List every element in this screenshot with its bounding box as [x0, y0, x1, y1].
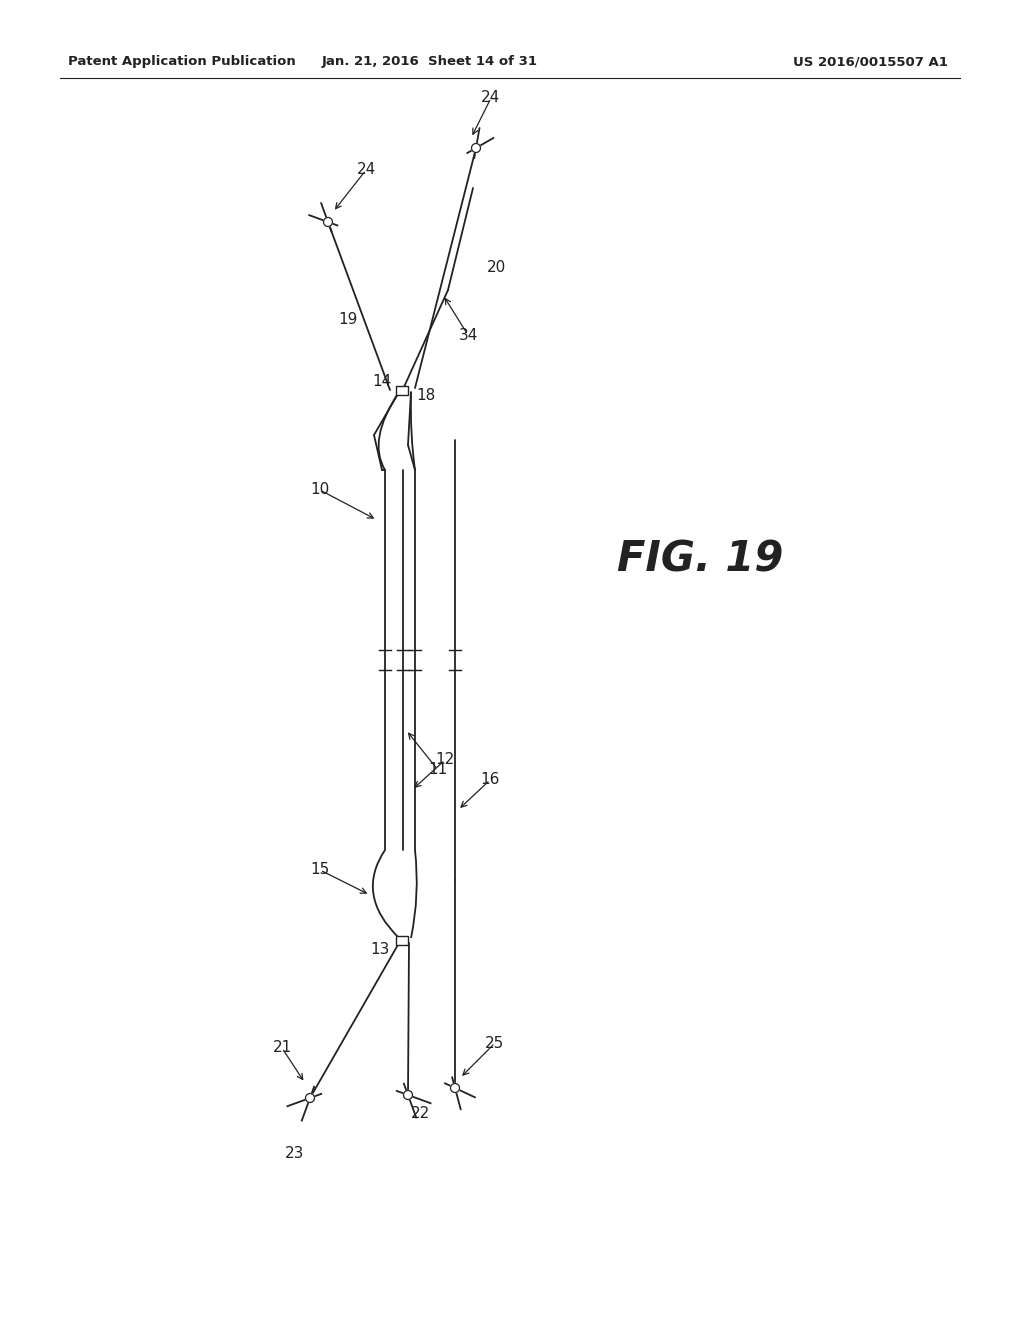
Text: 11: 11 [428, 763, 447, 777]
Text: Jan. 21, 2016  Sheet 14 of 31: Jan. 21, 2016 Sheet 14 of 31 [322, 55, 538, 69]
Bar [396, 385, 408, 395]
Text: 15: 15 [310, 862, 330, 878]
Text: 20: 20 [486, 260, 506, 276]
Text: 13: 13 [371, 942, 390, 957]
Text: 16: 16 [480, 772, 500, 788]
Circle shape [451, 1084, 460, 1093]
Text: FIG. 19: FIG. 19 [616, 539, 783, 581]
Text: 10: 10 [310, 483, 330, 498]
Text: 25: 25 [485, 1035, 505, 1051]
Text: 18: 18 [417, 388, 435, 403]
Text: 24: 24 [356, 162, 376, 177]
Circle shape [471, 144, 480, 153]
Text: US 2016/0015507 A1: US 2016/0015507 A1 [793, 55, 947, 69]
Text: 34: 34 [459, 327, 477, 342]
Text: 22: 22 [411, 1106, 430, 1121]
Text: 14: 14 [373, 375, 391, 389]
Circle shape [403, 1090, 413, 1100]
Text: 12: 12 [435, 752, 455, 767]
Bar [396, 936, 408, 945]
Text: 24: 24 [481, 91, 501, 106]
Text: Patent Application Publication: Patent Application Publication [68, 55, 296, 69]
Text: 21: 21 [272, 1040, 292, 1056]
Text: 19: 19 [338, 313, 357, 327]
Circle shape [324, 218, 333, 227]
Text: 23: 23 [286, 1146, 305, 1160]
Circle shape [305, 1093, 314, 1102]
